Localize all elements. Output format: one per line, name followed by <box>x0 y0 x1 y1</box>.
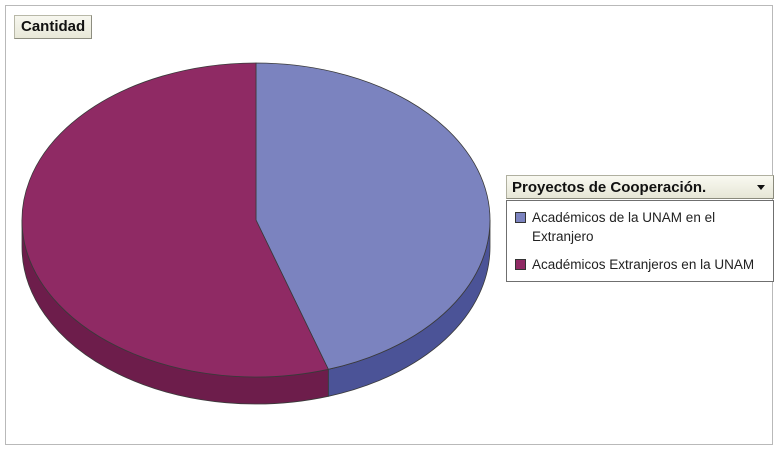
legend-item-foreign-at-unam[interactable]: Académicos Extranjeros en la UNAM <box>515 255 767 274</box>
pie-slice-0[interactable] <box>255 62 491 370</box>
legend-swatch <box>515 212 526 223</box>
data-field-button[interactable]: Cantidad <box>14 15 93 39</box>
legend-label: Académicos Extranjeros en la UNAM <box>532 257 755 272</box>
legend-title: Proyectos de Cooperación. <box>512 178 707 196</box>
legend-swatch <box>515 259 526 270</box>
chevron-down-icon[interactable] <box>757 184 765 190</box>
legend-item-unam-abroad[interactable]: Académicos de la UNAM en el Extranjero <box>515 208 767 246</box>
legend: Académicos de la UNAM en el Extranjero A… <box>506 200 774 282</box>
legend-label: Académicos de la UNAM en el Extranjero <box>532 210 716 244</box>
legend-field-dropdown[interactable]: Proyectos de Cooperación. <box>506 175 774 199</box>
pie-slice-1[interactable] <box>21 62 329 378</box>
